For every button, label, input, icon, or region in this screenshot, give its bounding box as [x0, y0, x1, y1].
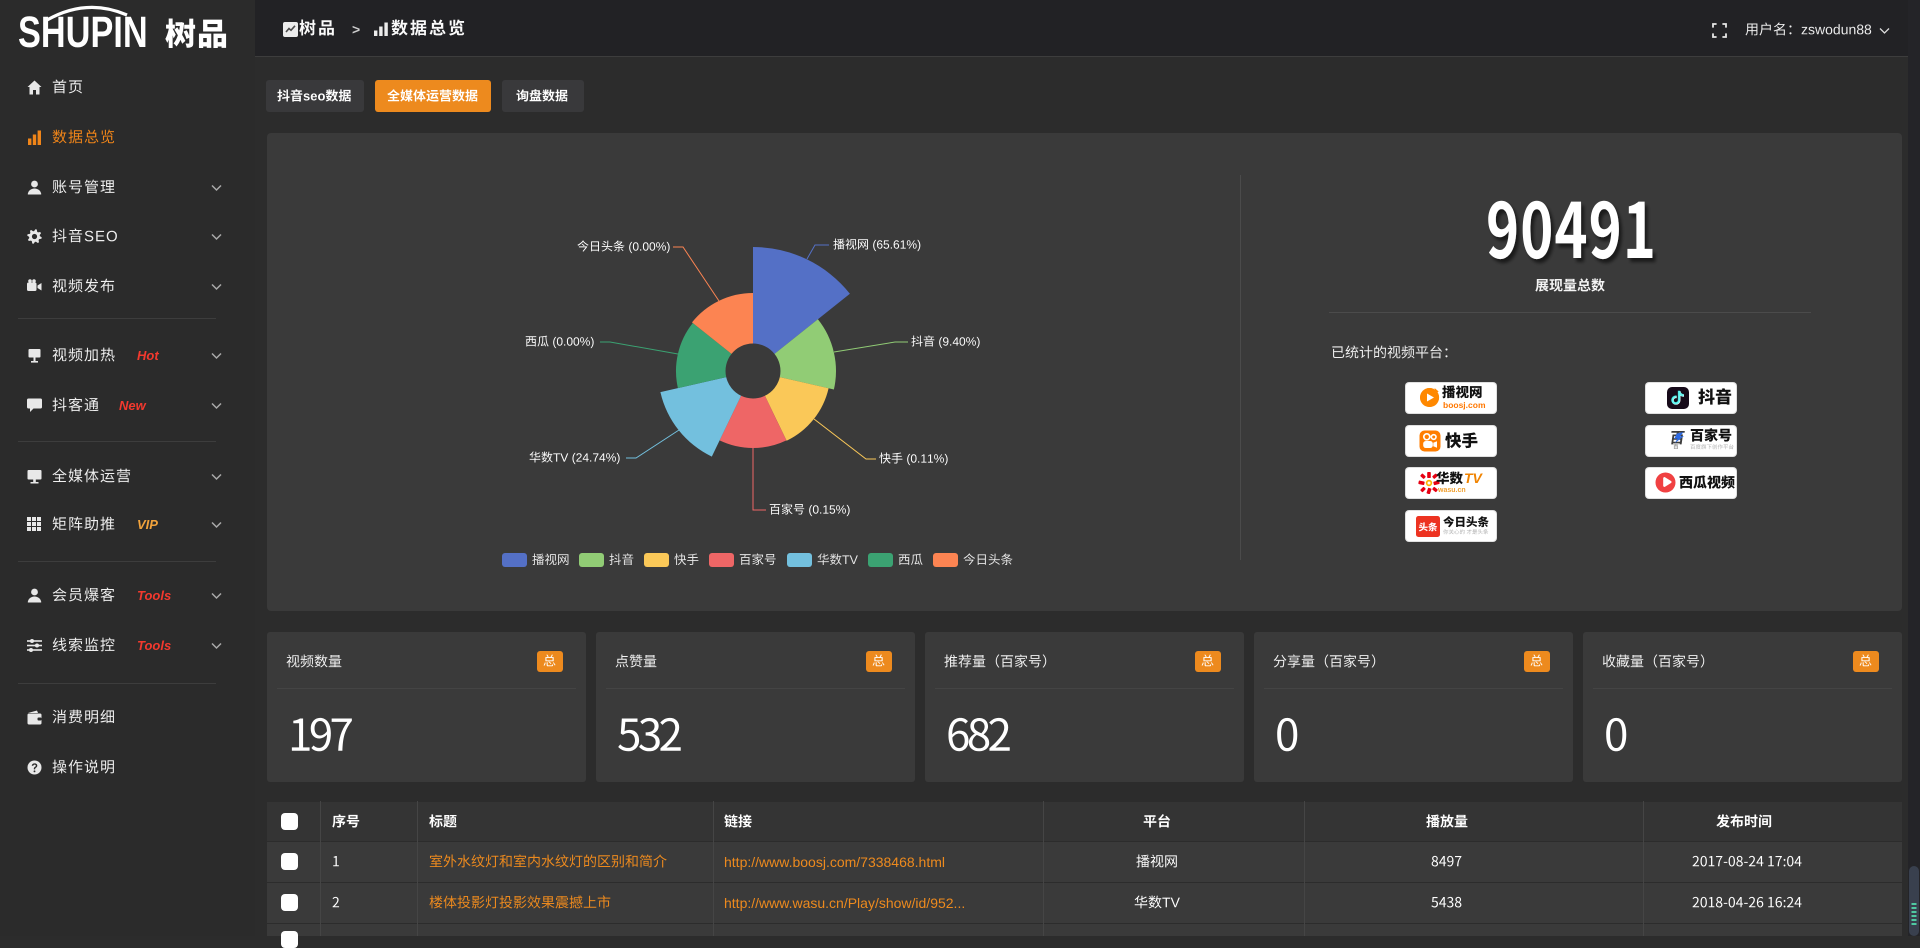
svg-text:TV: TV	[1464, 470, 1484, 486]
